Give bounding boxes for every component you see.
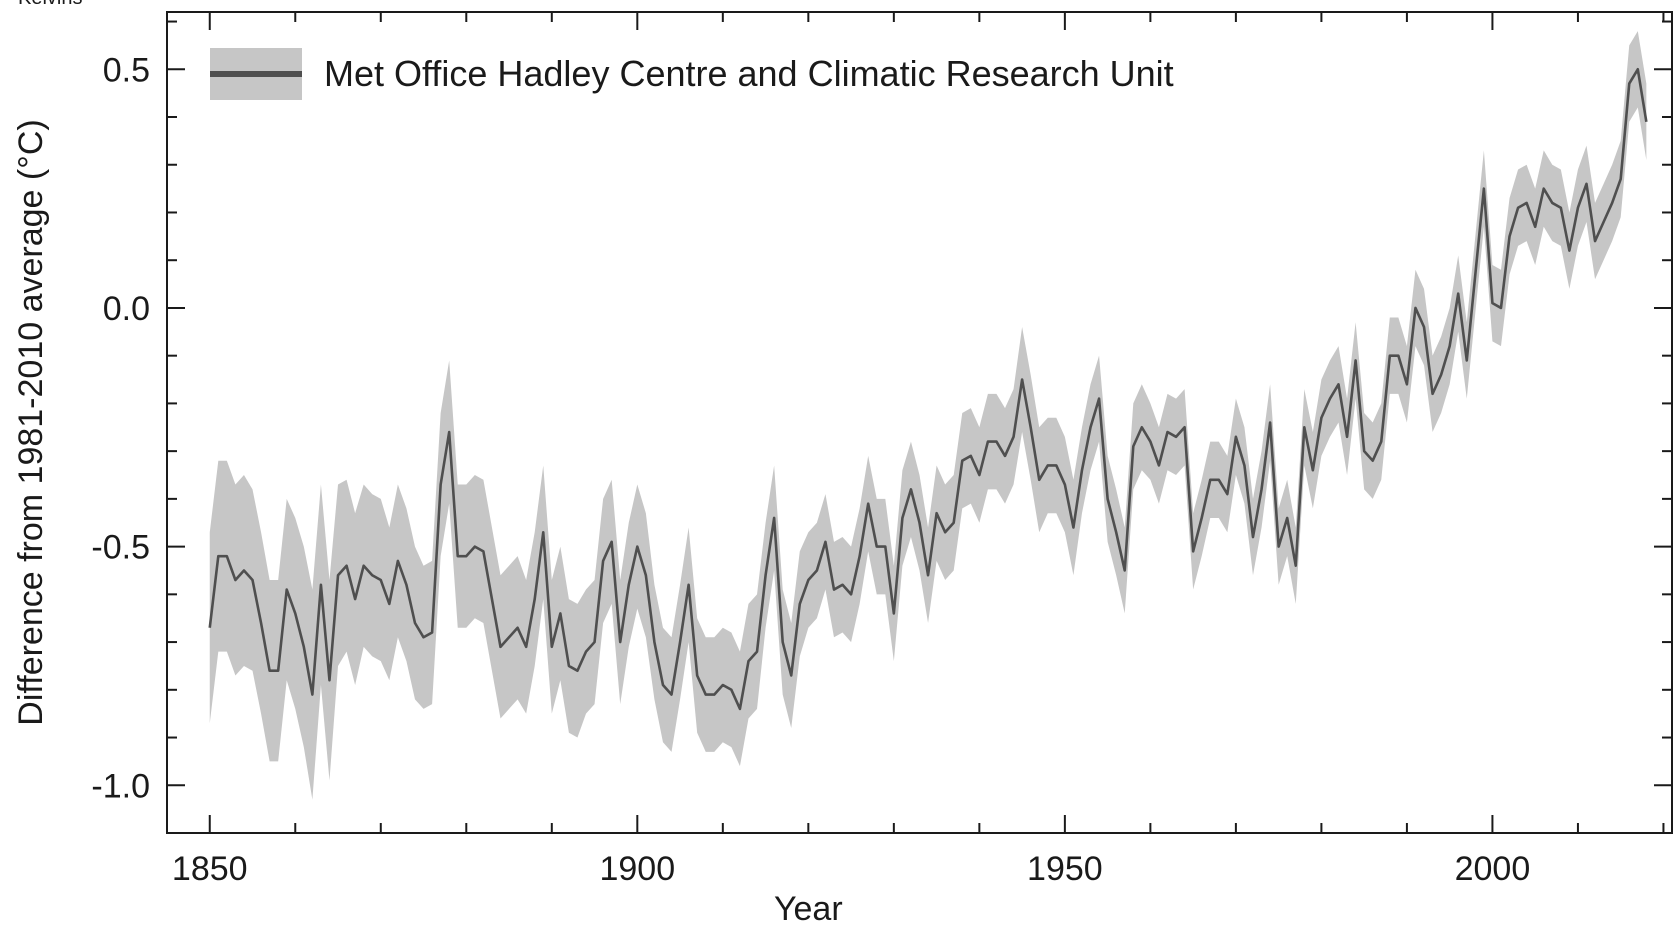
y-axis-title: Difference from 1981-2010 average (°C) (12, 119, 50, 725)
x-tick-labels: 1850 1900 1950 2000 (172, 850, 1530, 888)
y-tick-label: 0.0 (103, 290, 150, 328)
series-line-layer (208, 67, 1648, 711)
x-axis-title: Year (774, 890, 843, 927)
x-tick-label: 2000 (1455, 850, 1531, 888)
corner-label: Kelvins (18, 0, 82, 9)
series-line (208, 67, 1648, 711)
x-tick-label: 1900 (599, 850, 675, 888)
y-tick-label: -1.0 (91, 767, 150, 805)
axis-ticks (167, 12, 1672, 833)
plot-area-frame (166, 11, 1673, 834)
y-tick-label: 0.5 (103, 51, 150, 89)
uncertainty-band (209, 31, 1647, 800)
y-tick-labels: 0.5 0.0 -0.5 -1.0 (91, 51, 150, 805)
x-tick-label: 1850 (172, 850, 248, 888)
legend: Met Office Hadley Centre and Climatic Re… (210, 48, 1174, 100)
legend-label: Met Office Hadley Centre and Climatic Re… (324, 53, 1174, 94)
y-tick-label: -0.5 (91, 529, 150, 567)
uncertainty-band-layer (209, 31, 1647, 800)
x-tick-label: 1950 (1027, 850, 1103, 888)
